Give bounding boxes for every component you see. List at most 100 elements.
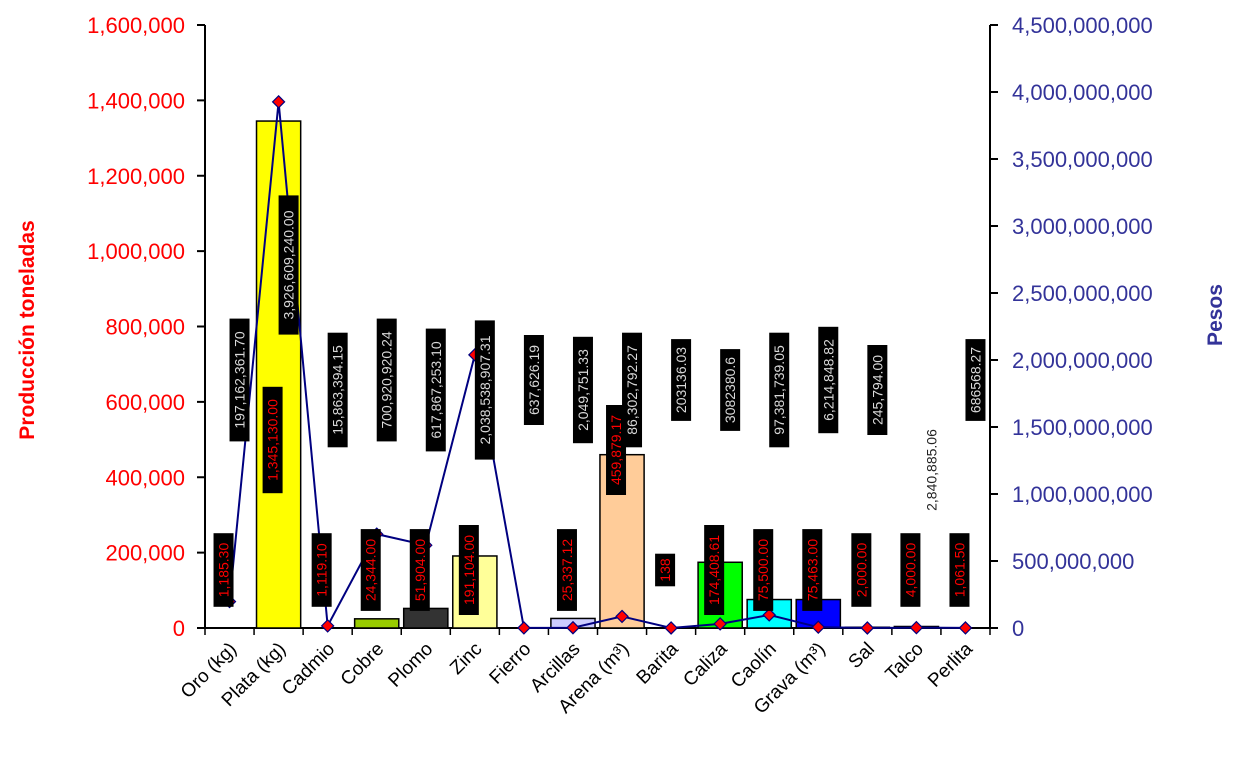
line-marker bbox=[860, 621, 875, 635]
y-tick-label: 0 bbox=[173, 616, 185, 641]
y-tick-label: 1,000,000 bbox=[87, 239, 185, 264]
y2-tick-label: 500,000,000 bbox=[1012, 549, 1134, 574]
line-value-label-box bbox=[622, 332, 643, 448]
category-label: Cobre bbox=[337, 639, 388, 690]
bar-value-label: 1,061.50 bbox=[951, 543, 967, 598]
y2-tick-label: 2,000,000,000 bbox=[1012, 348, 1153, 373]
y-tick-label: 400,000 bbox=[105, 465, 185, 490]
category-label: Barita bbox=[633, 638, 683, 688]
y-tick-label: 1,200,000 bbox=[87, 164, 185, 189]
category-label: Sal bbox=[845, 639, 879, 673]
line-marker bbox=[664, 621, 678, 635]
line-value-label-box bbox=[327, 332, 348, 448]
line-value-label-box bbox=[769, 332, 790, 448]
category-label: Plomo bbox=[384, 639, 437, 692]
category-label: Caliza bbox=[679, 638, 731, 690]
bar-value-label-box bbox=[655, 553, 676, 587]
left-axis: 0 200,000 400,000 600,000 800,000 1,000,000 1,… bbox=[87, 13, 991, 641]
bar-value-label-box bbox=[949, 533, 970, 607]
bar-value-label: 51,904.00 bbox=[412, 539, 428, 601]
y2-tick-label: 0 bbox=[1012, 616, 1024, 641]
bar-value-label: 2,000.00 bbox=[853, 543, 869, 598]
bar-value-label: 1,185.30 bbox=[216, 543, 232, 598]
line-value-label-box bbox=[818, 326, 839, 434]
line-marker bbox=[811, 620, 826, 635]
line-value-label: 3082380.6 bbox=[722, 357, 738, 423]
bar-value-label: 174,408.61 bbox=[706, 535, 722, 605]
line-value-label: 3,926,609,240.00 bbox=[281, 210, 297, 319]
y2-tick-label: 2,500,000,000 bbox=[1012, 281, 1153, 306]
line-marker bbox=[615, 609, 629, 624]
line-value-label-box bbox=[671, 339, 692, 421]
y2-axis-title: Pesos bbox=[1204, 284, 1227, 346]
y2-tick-label: 4,000,000,000 bbox=[1012, 80, 1153, 105]
line-value-label: 86,302,792.27 bbox=[624, 345, 640, 435]
bar-value-label-box bbox=[360, 529, 381, 611]
bar-value-label: 191,104.00 bbox=[461, 535, 477, 605]
line-value-label-box bbox=[229, 318, 250, 442]
y2-tick-label: 1,000,000,000 bbox=[1012, 482, 1153, 507]
y-tick-label: 200,000 bbox=[105, 541, 185, 566]
line-marker bbox=[958, 621, 973, 635]
line-marker bbox=[271, 94, 286, 109]
line-path bbox=[228, 101, 966, 630]
y2-tick-label: 3,000,000,000 bbox=[1012, 214, 1153, 239]
bar-value-label-box bbox=[753, 529, 774, 611]
line-marker bbox=[320, 619, 335, 633]
bar-value-label: 75,463.00 bbox=[804, 539, 820, 601]
y-axis-title: Producción toneladas bbox=[16, 220, 39, 439]
line-value-label-box bbox=[376, 318, 397, 442]
y2-tick-label: 1,500,000,000 bbox=[1012, 415, 1153, 440]
bar-value-label: 138 bbox=[657, 558, 673, 582]
y2-tick-label: 3,500,000,000 bbox=[1012, 147, 1153, 172]
y-tick-label: 600,000 bbox=[105, 390, 185, 415]
line-value-label: 2,840,885.06 bbox=[923, 429, 939, 511]
y-tick-label: 1,400,000 bbox=[87, 88, 185, 113]
bar-value-label-box bbox=[802, 529, 823, 611]
line-marker bbox=[909, 620, 924, 635]
line-value-label: 6,214,848.82 bbox=[820, 339, 836, 421]
right-axis: 0 500,000,000 1,000,000,000 1,500,000,000 2,… bbox=[989, 13, 1153, 641]
y2-tick-label: 4,500,000,000 bbox=[1012, 13, 1153, 38]
line-value-label-box bbox=[474, 320, 495, 460]
bar-value-label: 1,119.10 bbox=[314, 543, 330, 597]
line-value-label: 97,381,739.05 bbox=[771, 345, 787, 435]
line-value-label-box bbox=[720, 349, 741, 431]
line-value-label-box bbox=[523, 335, 544, 425]
category-label: Talco bbox=[882, 639, 928, 685]
line-value-label: 245,794.00 bbox=[869, 355, 885, 425]
line-value-label: 686568.27 bbox=[967, 347, 983, 413]
line-value-label: 637,626.19 bbox=[526, 345, 542, 415]
bar-value-label-box bbox=[458, 525, 479, 615]
category-label: Zinc bbox=[446, 639, 486, 679]
bar-value-label-box bbox=[606, 405, 627, 495]
bar-value-label-box bbox=[262, 386, 283, 494]
line-value-label-box bbox=[867, 345, 888, 435]
y-tick-label: 800,000 bbox=[105, 315, 185, 340]
bar-value-label-box bbox=[900, 533, 921, 607]
line-value-label: 2,049,751.33 bbox=[575, 349, 591, 431]
line-marker bbox=[517, 621, 531, 635]
bar-value-label: 25,337.12 bbox=[559, 539, 575, 601]
bar-value-label: 4,000.00 bbox=[902, 543, 918, 598]
bar-value-label-box bbox=[409, 529, 430, 611]
line-marker bbox=[713, 617, 728, 631]
bar-value-label: 459,879.17 bbox=[608, 415, 624, 485]
line-marker bbox=[762, 608, 777, 622]
bar-value-label-box bbox=[556, 529, 577, 611]
category-label: Perlita bbox=[924, 638, 977, 691]
line-value-label-box bbox=[572, 336, 593, 444]
line-value-label: 617,867,253.10 bbox=[428, 341, 444, 439]
line-value-label: 203136.03 bbox=[673, 347, 689, 413]
line-value-label: 197,162,361.70 bbox=[232, 331, 248, 429]
category-label: Cadmio bbox=[278, 639, 339, 700]
bar bbox=[353, 618, 400, 629]
data-labels: 197,162,361.70 3,926,609,240.00 15,863,394… bbox=[213, 195, 986, 615]
y-tick-label: 1,600,000 bbox=[87, 13, 185, 38]
bar-value-label-box bbox=[213, 533, 234, 607]
bar bbox=[402, 607, 449, 629]
bar-value-label-box bbox=[311, 533, 332, 607]
bar-value-label: 75,500.00 bbox=[755, 539, 771, 601]
